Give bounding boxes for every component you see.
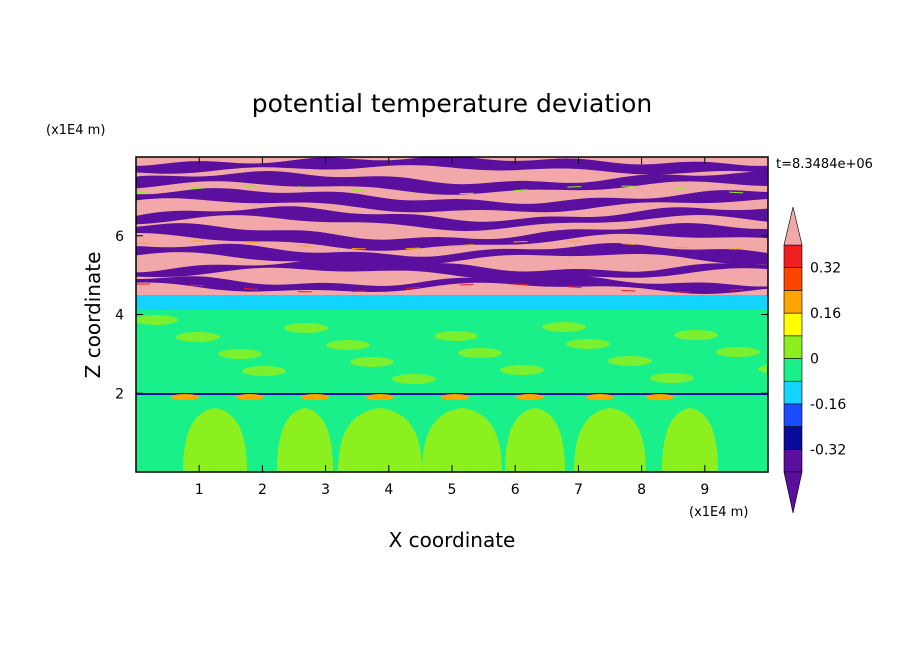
plume [574,408,646,472]
interface-mark [171,394,199,400]
colorbar-tick-label: -0.32 [810,442,846,458]
y-tick-label: 6 [115,229,124,245]
middle-patch [242,366,286,376]
middle-patch [758,364,768,374]
middle-patch [284,323,328,333]
x-tick-label: 2 [258,482,267,498]
x-tick-label: 7 [574,482,583,498]
middle-patch [218,349,262,359]
time-label: t=8.3484e+06 [776,157,873,172]
interface-mark [646,394,674,400]
colorbar-under-arrow [783,471,803,514]
middle-patch [176,332,220,342]
lower-plumes [183,408,718,472]
plume [338,408,422,472]
upper-band [136,157,768,175]
colorbar: 0.32 0.16 0 -0.16 -0.32 [783,206,846,514]
middle-patch [608,356,652,366]
interface-mark [586,394,614,400]
x-unit-label: (x1E4 m) [689,505,748,520]
plume [505,408,565,472]
x-axis-label: X coordinate [389,528,516,552]
middle-patch [542,322,586,332]
middle-patch [566,339,610,349]
upper-band [136,275,768,294]
plume [422,408,502,472]
interface-mark [301,394,329,400]
interface-mark [236,394,264,400]
colorbar-segment [783,335,803,359]
plume [662,408,718,472]
colorbar-tick-label: 0.16 [810,306,841,322]
x-tick-label: 4 [384,482,393,498]
middle-patch [392,374,436,384]
y-axis: 2 4 6 [115,229,768,402]
colorbar-segment [783,312,803,337]
colorbar-segment [783,403,803,427]
transition-layer [136,293,768,310]
middle-patch [650,373,694,383]
x-tick-label: 3 [321,482,330,498]
colorbar-tick-label: 0 [810,352,819,368]
upper-band [136,243,768,266]
middle-patch [136,315,178,325]
middle-patch [674,330,718,340]
middle-patch [500,365,544,375]
upper-band [136,223,768,251]
x-tick-label: 5 [448,482,457,498]
middle-patch [326,340,370,350]
upper-band [136,206,768,231]
chart-title: potential temperature deviation [252,89,652,118]
x-tick-label: 8 [637,482,646,498]
interface-mark [366,394,394,400]
x-tick-label: 1 [195,482,204,498]
upper-band [136,259,768,280]
middle-patch [350,357,394,367]
upper-bands [136,157,768,294]
y-axis-label: Z coordinate [81,252,105,379]
x-axis: 1 2 3 4 5 6 7 8 9 [195,157,709,498]
x-tick-label: 9 [700,482,709,498]
x-tick-label: 6 [511,482,520,498]
plume [183,408,247,472]
colorbar-tick-label: -0.16 [810,397,846,413]
middle-patch [434,331,478,341]
middle-patch [458,348,502,358]
interface-mark [516,394,544,400]
colorbar-segment [783,380,803,405]
plume [277,408,333,472]
y-unit-label: (x1E4 m) [46,123,105,138]
middle-patches [136,315,768,384]
colorbar-segment [783,290,803,314]
colorbar-tick-label: 0.32 [810,261,841,277]
colorbar-segment [783,267,803,291]
y-tick-label: 2 [115,386,124,402]
interface-mark [441,394,469,400]
interface-marks [171,394,674,400]
colorbar-segment [783,244,803,269]
upper-band [136,188,768,213]
middle-patch [716,347,760,357]
colorbar-segment [783,358,803,382]
plot-area [136,157,768,472]
y-tick-label: 4 [115,308,124,324]
colorbar-segment [783,448,803,473]
colorbar-segment [783,426,803,450]
upper-band [136,171,768,195]
colorbar-over-arrow [783,206,803,246]
